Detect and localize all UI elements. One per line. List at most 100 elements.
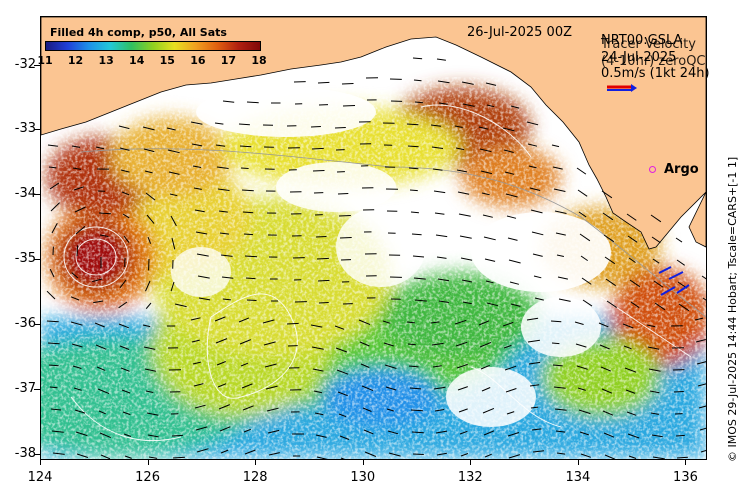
colorbar-tick-label: 18 [251, 54, 267, 67]
velocity-arrow [599, 344, 610, 350]
x-tick-label: 130 [350, 470, 376, 485]
velocity-arrow [503, 149, 514, 153]
velocity-arrow [49, 386, 58, 389]
velocity-arrow [530, 406, 539, 409]
velocity-arrow [485, 280, 494, 284]
velocity-arrow [481, 387, 491, 392]
x-tick [147, 460, 149, 465]
velocity-arrow [407, 343, 416, 346]
legend-date: 24-Jul-2025 [601, 50, 677, 65]
velocity-arrow [503, 344, 512, 349]
velocity-scale-label: 0.5m/s (1kt 24h) [601, 66, 710, 81]
velocity-arrow [142, 324, 151, 328]
x-tick-label: 126 [135, 470, 160, 485]
velocity-arrow [412, 255, 425, 258]
velocity-arrow [197, 275, 210, 279]
velocity-arrow [196, 448, 209, 453]
velocity-arrow [605, 278, 616, 287]
velocity-arrow [316, 257, 329, 260]
velocity-arrow [433, 386, 446, 390]
argo-float-marker[interactable] [649, 166, 656, 173]
velocity-arrow [701, 275, 706, 280]
velocity-arrow [580, 255, 588, 262]
velocity-arrow [462, 103, 475, 107]
velocity-arrow [558, 298, 571, 302]
velocity-arrow [434, 409, 445, 412]
x-tick [40, 460, 41, 465]
velocity-arrow [557, 276, 569, 280]
velocity-arrow [484, 453, 492, 458]
velocity-arrow [246, 299, 257, 301]
velocity-arrow [554, 408, 567, 411]
velocity-arrow [195, 426, 208, 431]
y-tick [34, 388, 40, 390]
velocity-arrow [582, 299, 593, 307]
velocity-arrow [71, 145, 81, 148]
colorbar-tick-label: 15 [159, 54, 175, 67]
velocity-arrow [73, 387, 82, 391]
velocity-arrow [437, 278, 450, 282]
legend-tracer-velocity: Tracer Velocity [601, 37, 696, 52]
velocity-arrow [414, 101, 424, 104]
velocity-arrow [340, 457, 345, 459]
velocity-arrow [262, 319, 275, 324]
velocity-arrow [534, 297, 544, 301]
velocity-arrow [217, 383, 227, 388]
x-tick-label: 128 [242, 470, 268, 485]
velocity-arrow [315, 236, 327, 238]
velocity-arrow [121, 191, 130, 196]
velocity-arrow [198, 297, 211, 301]
velocity-arrow [174, 303, 187, 308]
velocity-arrow [311, 346, 324, 350]
velocity-arrow [628, 257, 636, 263]
map-area[interactable] [40, 16, 707, 460]
velocity-arrow [383, 342, 394, 347]
velocity-arrow [461, 279, 473, 283]
velocity-arrow [76, 245, 79, 257]
velocity-arrow [431, 146, 444, 149]
velocity-arrow [264, 363, 277, 368]
velocity-arrow [406, 123, 419, 126]
velocity-arrow [214, 316, 226, 322]
velocity-arrow [363, 429, 374, 435]
velocity-arrow [458, 408, 468, 413]
velocity-arrow [646, 324, 656, 328]
velocity-arrow [218, 404, 230, 410]
velocity-arrow [552, 364, 563, 367]
velocity-arrow [315, 434, 327, 438]
velocity-scale-arrow [607, 84, 637, 92]
velocity-arrow [314, 412, 324, 416]
velocity-arrow [577, 387, 586, 391]
velocity-arrow [219, 426, 231, 432]
velocity-arrow [362, 407, 372, 412]
velocity-arrow [146, 412, 159, 416]
velocity-arrow [600, 366, 611, 372]
land-strip-right [688, 191, 706, 248]
velocity-arrow [675, 434, 685, 437]
velocity-arrow [485, 82, 497, 86]
velocity-arrow [265, 385, 278, 390]
velocity-arrow [313, 390, 323, 394]
velocity-arrow [48, 166, 57, 169]
velocity-arrow [385, 386, 397, 391]
velocity-arrow [387, 430, 399, 435]
velocity-arrow [430, 124, 442, 127]
velocity-arrow [268, 452, 280, 456]
velocity-arrow [484, 258, 496, 262]
velocity-arrow [218, 210, 228, 213]
velocity-arrow [75, 225, 86, 235]
velocity-arrow [48, 364, 59, 367]
shelf-break [80, 148, 706, 318]
velocity-arrow [604, 256, 616, 265]
velocity-arrow [98, 410, 106, 415]
velocity-arrow [238, 317, 250, 323]
velocity-arrow [410, 409, 423, 412]
velocity-arrow [222, 100, 235, 103]
velocity-arrow [122, 411, 131, 416]
velocity-arrow [628, 455, 637, 459]
velocity-arrow [414, 299, 427, 302]
velocity-arrow [240, 362, 249, 367]
velocity-arrow [172, 456, 185, 459]
colorbar-title: Filled 4h comp, p50, All Sats [50, 26, 227, 39]
velocity-arrow [123, 235, 130, 243]
